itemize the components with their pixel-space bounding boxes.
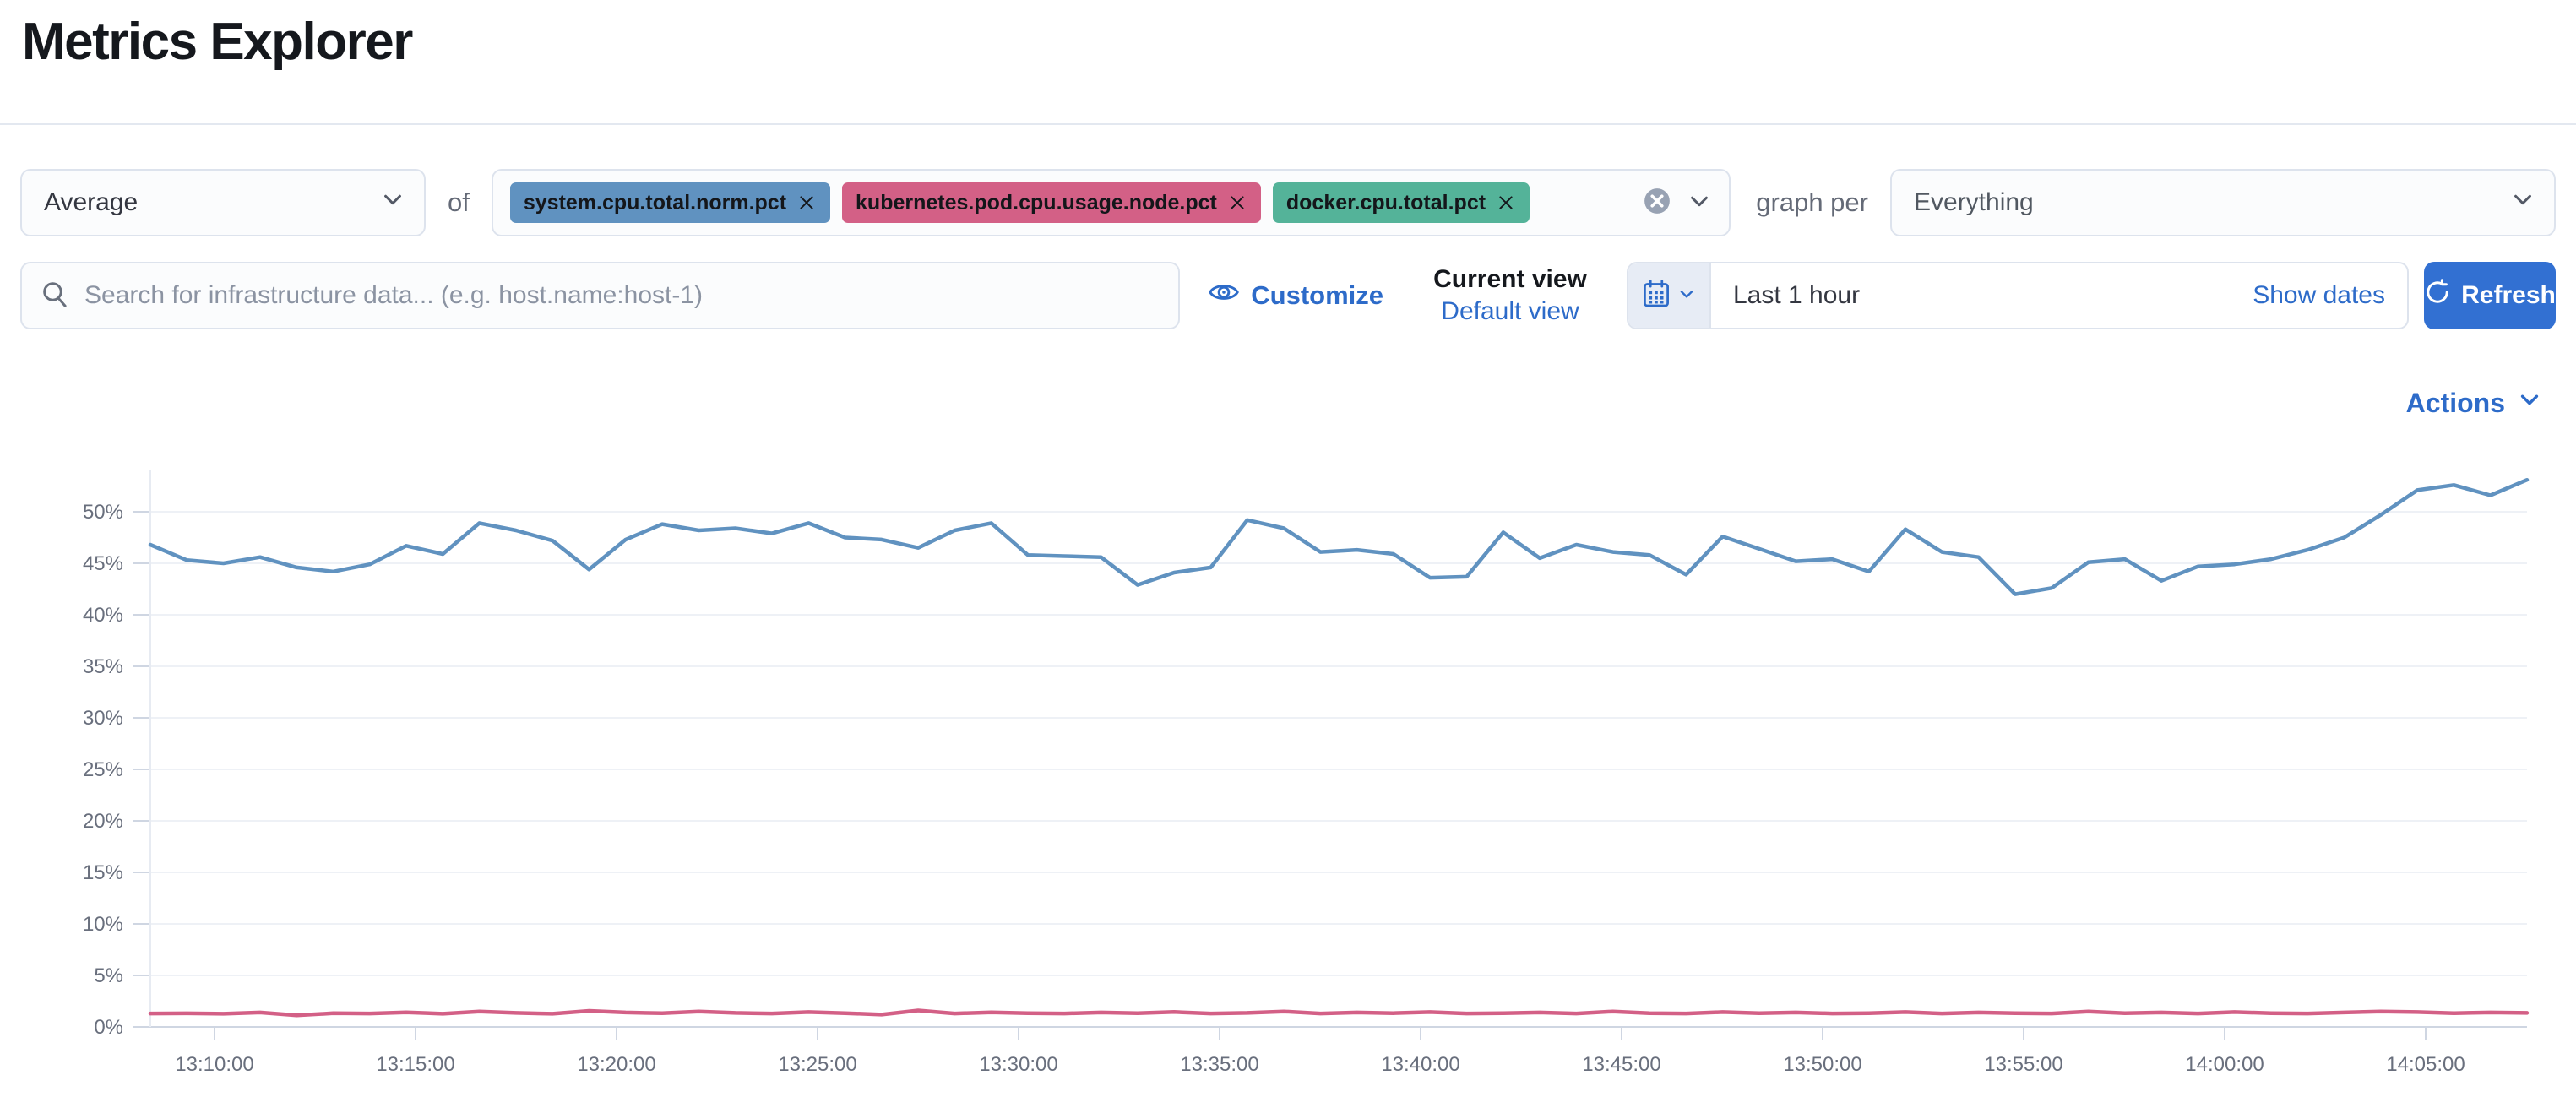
metrics-chart[interactable]: 0% 5% 10% 15% 20% 25% 30% 35% 40% 45% 50% 13:10:00 1…	[20, 439, 2556, 1108]
remove-metric-icon[interactable]	[796, 193, 817, 213]
metrics-toolbar: Average of system.cpu.total.norm.pct kube…	[20, 169, 2556, 236]
metrics-combobox[interactable]: system.cpu.total.norm.pct kubernetes.pod.…	[491, 169, 1731, 236]
metric-pill-label: system.cpu.total.norm.pct	[523, 190, 787, 215]
search-input[interactable]	[84, 281, 1160, 310]
time-range-value[interactable]: Last 1 hour	[1733, 281, 1861, 309]
x-axis-label: 13:25:00	[778, 1053, 856, 1076]
x-axis-label: 14:05:00	[2386, 1053, 2465, 1076]
remove-metric-icon[interactable]	[1496, 193, 1516, 213]
quick-select-button[interactable]	[1628, 263, 1711, 328]
y-axis-label: 45%	[83, 552, 123, 575]
group-by-value: Everything	[1914, 188, 2034, 216]
x-axis-label: 13:50:00	[1783, 1053, 1861, 1076]
x-axis-label: 13:20:00	[577, 1053, 655, 1076]
calendar-icon	[1642, 279, 1671, 312]
eye-icon	[1209, 277, 1240, 314]
x-axis-label: 13:30:00	[979, 1053, 1057, 1076]
time-range-picker: Last 1 hour Show dates	[1627, 262, 2409, 329]
metric-pill-label: docker.cpu.total.pct	[1285, 190, 1486, 215]
x-axis-label: 13:15:00	[376, 1053, 454, 1076]
of-label: of	[448, 187, 470, 217]
metric-pill[interactable]: docker.cpu.total.pct	[1272, 182, 1530, 223]
page-title: Metrics Explorer	[22, 13, 413, 71]
chevron-down-icon	[1677, 285, 1696, 307]
y-axis-label: 25%	[83, 758, 123, 781]
chevron-down-icon	[380, 187, 405, 219]
chevron-down-icon[interactable]	[1687, 188, 1712, 218]
metric-pill[interactable]: system.cpu.total.norm.pct	[509, 182, 831, 223]
y-axis-label: 30%	[83, 707, 123, 730]
x-axis-label: 13:10:00	[175, 1053, 253, 1076]
y-axis-label: 0%	[94, 1016, 123, 1039]
customize-button[interactable]: Customize	[1209, 277, 1383, 314]
aggregation-select-value: Average	[44, 188, 139, 216]
y-axis-label: 10%	[83, 913, 123, 936]
filter-bar: Customize Current view Default view	[20, 262, 2556, 329]
series-line-kubernetes.pod.cpu.usage.node.pct	[148, 1008, 2530, 1018]
refresh-icon	[2424, 279, 2451, 312]
series-line-system.cpu.total.norm.pct	[148, 477, 2530, 596]
actions-label: Actions	[2405, 387, 2505, 418]
header-divider	[0, 123, 2576, 125]
y-axis-label: 50%	[83, 501, 123, 524]
x-axis-label: 13:45:00	[1582, 1053, 1660, 1076]
metric-pills: system.cpu.total.norm.pct kubernetes.pod.…	[509, 182, 1530, 223]
remove-metric-icon[interactable]	[1227, 193, 1247, 213]
chevron-down-icon	[2510, 187, 2535, 219]
search-box[interactable]	[20, 262, 1181, 329]
y-axis-label: 40%	[83, 604, 123, 627]
group-by-select[interactable]: Everything	[1890, 169, 2556, 236]
x-axis-label: 13:35:00	[1180, 1053, 1258, 1076]
actions-menu-button[interactable]: Actions	[2406, 387, 2542, 419]
chevron-down-icon	[2517, 387, 2542, 419]
y-axis-label: 20%	[83, 810, 123, 833]
default-view-link[interactable]: Default view	[1441, 297, 1579, 325]
y-axis-label: 35%	[83, 655, 123, 678]
metric-pill-label: kubernetes.pod.cpu.usage.node.pct	[856, 190, 1217, 215]
current-view-label: Current view	[1433, 265, 1587, 293]
show-dates-link[interactable]: Show dates	[2253, 281, 2385, 309]
x-axis-label: 13:40:00	[1381, 1053, 1459, 1076]
aggregation-select[interactable]: Average	[20, 169, 426, 236]
refresh-label: Refresh	[2461, 281, 2556, 309]
x-axis-label: 13:55:00	[1984, 1053, 2062, 1076]
metric-pill[interactable]: kubernetes.pod.cpu.usage.node.pct	[842, 182, 1261, 223]
search-icon	[41, 280, 69, 312]
refresh-button[interactable]: Refresh	[2424, 262, 2556, 329]
y-axis-label: 15%	[83, 861, 123, 884]
x-axis-label: 14:00:00	[2185, 1053, 2264, 1076]
graph-per-label: graph per	[1756, 187, 1868, 217]
saved-view-picker: Current view Default view	[1421, 263, 1600, 328]
customize-label: Customize	[1251, 280, 1383, 310]
clear-metrics-icon[interactable]	[1643, 187, 1671, 220]
y-axis-label: 5%	[94, 964, 123, 987]
